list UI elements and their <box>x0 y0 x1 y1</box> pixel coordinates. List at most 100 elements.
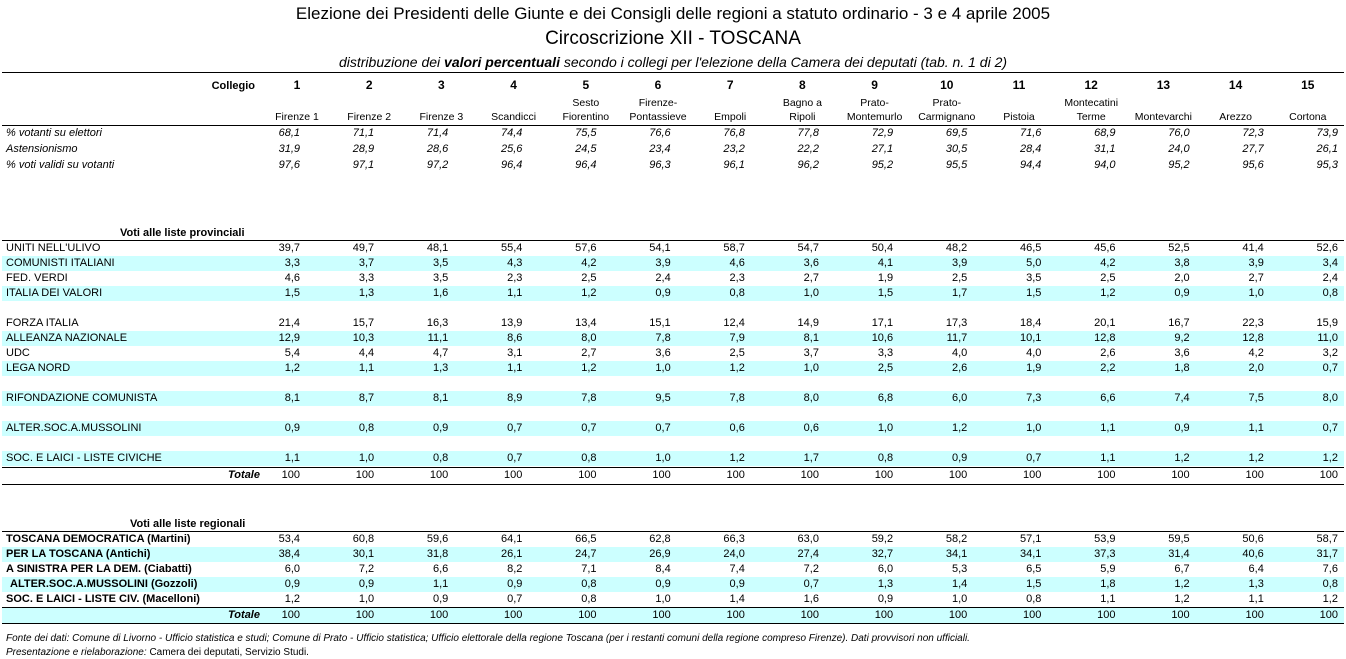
cell-value: 49,7 <box>352 242 375 254</box>
source-note: Fonte dei dati: Comune di Livorno - Uffi… <box>6 633 970 644</box>
cell-value: 100 <box>355 469 375 481</box>
cell-value: 11,7 <box>946 332 968 344</box>
cell-value: 0,8 <box>581 578 597 590</box>
cell-value: 0,9 <box>507 578 523 590</box>
cell-value: 0,9 <box>655 287 671 299</box>
cell-value: 59,2 <box>871 533 894 545</box>
cell-value: 8,0 <box>803 392 819 404</box>
credit-label: Presentazione e rielaborazione: <box>6 647 147 658</box>
cell-value: 31,7 <box>1316 548 1338 560</box>
cell-value: 24,7 <box>575 548 597 560</box>
row-label: ITALIA DEI VALORI <box>6 287 103 299</box>
cell-value: 24,0 <box>723 548 745 560</box>
cell-value: 96,3 <box>649 159 671 171</box>
cell-value: 100 <box>429 469 449 481</box>
cell-value: 0,7 <box>507 452 523 464</box>
collegio-name: Bagno a <box>782 97 822 109</box>
row-label: ALLEANZA NAZIONALE <box>6 332 128 344</box>
table-row: RIFONDAZIONE COMUNISTA 8,1 8,7 8,1 8,9 7,8 9,5… <box>2 391 1344 406</box>
cell-value: 48,2 <box>945 242 968 254</box>
table-row: ITALIA DEI VALORI 1,5 1,3 1,6 1,1 1,2 0,9 0,8 1,… <box>2 286 1344 301</box>
cell-value: 0,9 <box>284 422 300 434</box>
cell-value: 55,4 <box>500 242 523 254</box>
cell-value: 1,5 <box>1026 287 1042 299</box>
row-label: FED. VERDI <box>6 272 68 284</box>
cell-value: 30,5 <box>945 143 968 155</box>
cell-value: 4,0 <box>951 347 968 359</box>
cell-value: 15,9 <box>1316 317 1338 329</box>
cell-value: 1,6 <box>803 593 819 605</box>
collegio-name: Sesto <box>572 97 600 109</box>
description: distribuzione dei valori percentuali sec… <box>0 54 1346 71</box>
cell-value: 2,6 <box>951 362 968 374</box>
cell-value: 24,0 <box>1168 143 1190 155</box>
cell-value: 24,5 <box>575 143 597 155</box>
collegio-name: Empoli <box>714 111 747 123</box>
collegio-name: Montemurlo <box>846 111 903 123</box>
cell-value: 71,6 <box>1019 127 1042 139</box>
row-label: Astensionismo <box>6 143 78 155</box>
cell-value: 1,9 <box>1026 362 1042 374</box>
cell-value: 2,0 <box>1248 362 1264 374</box>
row-label: A SINISTRA PER LA DEM. (Ciabatti) <box>6 563 192 575</box>
collegio-name: Montevarchi <box>1134 111 1192 123</box>
cell-value: 16,3 <box>426 317 449 329</box>
cell-value: 1,1 <box>1100 593 1116 605</box>
cell-value: 2,5 <box>729 347 745 359</box>
cell-value: 10,1 <box>1019 332 1042 344</box>
cell-value: 100 <box>578 609 597 621</box>
cell-value: 0,9 <box>1174 422 1190 434</box>
cell-value: 97,6 <box>278 159 300 171</box>
cell-value: 15,1 <box>649 317 671 329</box>
cell-value: 0,9 <box>432 422 449 434</box>
rule <box>2 125 1344 126</box>
cell-value: 7,6 <box>1322 563 1338 575</box>
cell-value: 100 <box>504 469 523 481</box>
cell-value: 1,0 <box>1248 287 1264 299</box>
cell-value: 94,4 <box>1019 159 1042 171</box>
cell-value: 12,8 <box>1094 332 1116 344</box>
cell-value: 54,7 <box>797 242 819 254</box>
cell-value: 31,9 <box>278 143 300 155</box>
cell-value: 1,1 <box>1100 452 1116 464</box>
cell-value: 64,1 <box>500 533 523 545</box>
collegio-number: 7 <box>726 78 734 92</box>
row-label: ALTER.SOC.A.MUSSOLINI (Gozzoli) <box>10 578 198 590</box>
cell-value: 1,1 <box>507 362 523 374</box>
cell-value: 2,5 <box>1100 272 1116 284</box>
cell-value: 100 <box>281 469 300 481</box>
cell-value: 14,9 <box>797 317 819 329</box>
table-row: TOSCANA DEMOCRATICA (Martini) 53,4 60,8 59,… <box>2 532 1344 547</box>
table-row: Totale 100 100 100 100 100 100 100 100 100 100 100 1… <box>2 468 1344 483</box>
cell-value: 4,7 <box>432 347 449 359</box>
cell-value: 100 <box>1319 609 1338 621</box>
row-label: UDC <box>6 347 30 359</box>
cell-value: 1,7 <box>803 452 819 464</box>
cell-value: 18,4 <box>1019 317 1042 329</box>
cell-value: 94,0 <box>1094 159 1116 171</box>
cell-value: 74,4 <box>500 127 523 139</box>
table-row: Astensionismo 31,9 28,9 28,6 25,6 24,5 23,4 23,… <box>2 142 1344 157</box>
cell-value: 59,6 <box>426 533 449 545</box>
collegio-number: 3 <box>438 78 445 92</box>
cell-value: 62,8 <box>649 533 671 545</box>
cell-value: 3,8 <box>1174 257 1190 269</box>
cell-value: 2,7 <box>581 347 597 359</box>
cell-value: 100 <box>1023 469 1042 481</box>
cell-value: 0,9 <box>1174 287 1190 299</box>
cell-value: 1,2 <box>1322 452 1338 464</box>
cell-value: 100 <box>504 609 523 621</box>
cell-value: 7,8 <box>655 332 671 344</box>
row-label: RIFONDAZIONE COMUNISTA <box>6 392 158 404</box>
cell-value: 58,2 <box>945 533 968 545</box>
cell-value: 100 <box>1023 609 1042 621</box>
cell-value: 1,1 <box>432 578 449 590</box>
cell-value: 3,6 <box>1174 347 1190 359</box>
cell-value: 97,2 <box>426 159 449 171</box>
cell-value: 1,0 <box>358 452 375 464</box>
cell-value: 100 <box>1319 469 1338 481</box>
cell-value: 5,9 <box>1100 563 1116 575</box>
cell-value: 30,1 <box>352 548 375 560</box>
cell-value: 76,0 <box>1168 127 1190 139</box>
cell-value: 1,2 <box>951 422 968 434</box>
